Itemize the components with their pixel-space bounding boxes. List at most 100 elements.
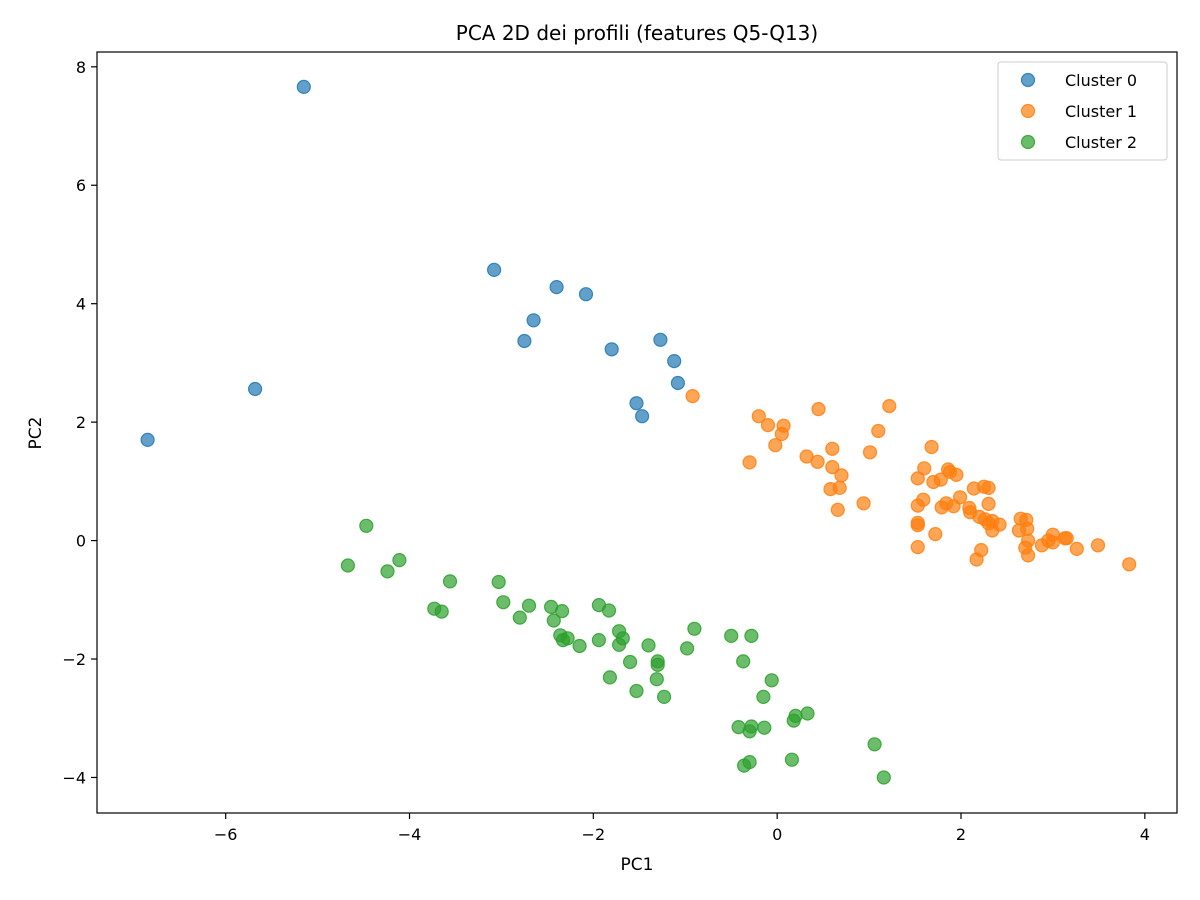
data-point <box>811 402 826 417</box>
data-point <box>910 518 925 533</box>
plot-area <box>96 51 1178 814</box>
x-tick-label: 2 <box>956 825 966 844</box>
x-axis: −6 −4 −2 0 2 4 <box>214 813 1150 844</box>
y-tick-label: 4 <box>76 295 86 314</box>
data-point <box>622 654 638 670</box>
series-0 <box>140 79 686 447</box>
series-1 <box>685 389 1137 572</box>
data-point <box>641 638 656 653</box>
data-point <box>1045 535 1061 550</box>
y-tick-label: 6 <box>76 176 86 195</box>
data-point <box>768 438 783 453</box>
data-point <box>876 770 891 785</box>
y-tick-label: 0 <box>76 532 86 551</box>
y-tick-label: −2 <box>62 650 86 669</box>
data-point <box>434 604 449 619</box>
data-point <box>572 638 587 654</box>
data-point <box>871 423 886 439</box>
x-tick-label: 0 <box>772 825 782 844</box>
data-point <box>910 471 925 486</box>
data-point <box>1011 523 1027 538</box>
data-point <box>667 354 682 369</box>
data-point <box>679 641 695 656</box>
data-point <box>546 613 561 628</box>
data-point <box>392 552 407 568</box>
data-point <box>296 79 311 95</box>
data-point <box>512 610 527 625</box>
data-point <box>340 558 355 573</box>
data-point <box>650 657 665 673</box>
data-point <box>591 632 607 648</box>
data-point <box>910 498 925 513</box>
data-point <box>496 595 511 610</box>
data-point <box>933 472 948 487</box>
data-point <box>757 720 772 735</box>
y-tick-label: −4 <box>62 768 86 787</box>
data-point <box>359 518 374 533</box>
data-point <box>687 621 702 636</box>
legend-label: Cluster 2 <box>1065 133 1137 152</box>
data-point <box>248 381 263 397</box>
data-point <box>653 332 668 347</box>
legend: Cluster 0 Cluster 1 Cluster 2 <box>997 61 1168 161</box>
data-point <box>1122 557 1137 572</box>
data-point <box>380 564 395 579</box>
data-point <box>786 713 801 728</box>
data-point <box>744 628 759 644</box>
series-2 <box>340 518 891 785</box>
data-point <box>867 737 882 752</box>
data-point <box>751 409 766 424</box>
data-point <box>602 670 618 685</box>
legend-marker <box>1020 103 1036 119</box>
data-point <box>629 396 644 411</box>
x-tick-label: −6 <box>214 825 238 844</box>
data-point <box>742 724 757 739</box>
data-point <box>656 689 672 705</box>
data-point <box>830 502 845 517</box>
data-point <box>742 754 757 770</box>
data-point <box>774 426 789 442</box>
data-point <box>670 375 686 391</box>
data-point <box>856 496 871 511</box>
data-point <box>810 454 825 469</box>
data-point <box>526 313 541 328</box>
data-point <box>832 480 847 495</box>
data-point <box>1069 541 1084 557</box>
data-point <box>629 683 644 699</box>
legend-label: Cluster 1 <box>1065 102 1137 121</box>
data-point <box>910 539 925 555</box>
data-point <box>560 631 575 646</box>
data-point <box>800 706 815 721</box>
data-point <box>834 468 849 483</box>
y-axis-label: PC2 <box>26 417 46 450</box>
data-point <box>736 654 751 669</box>
legend-marker <box>1020 72 1036 88</box>
data-point <box>760 418 776 433</box>
legend-marker <box>1020 134 1036 150</box>
legend-label: Cluster 0 <box>1065 71 1137 90</box>
data-point <box>487 262 502 277</box>
data-point <box>649 672 664 687</box>
data-point <box>601 603 617 618</box>
data-point <box>442 574 458 589</box>
data-point <box>1020 548 1036 563</box>
data-point <box>578 287 594 302</box>
x-axis-label: PC1 <box>621 855 654 875</box>
data-point <box>952 490 968 505</box>
data-point <box>981 480 996 495</box>
data-point <box>491 574 506 590</box>
y-tick-label: 2 <box>76 413 86 432</box>
data-point <box>604 342 619 357</box>
chart-title: PCA 2D dei profili (features Q5-Q13) <box>456 21 818 45</box>
data-point <box>685 389 700 404</box>
data-point <box>756 689 771 705</box>
data-point <box>742 455 757 470</box>
points-layer <box>140 79 1137 785</box>
x-tick-label: −4 <box>398 825 422 844</box>
data-point <box>928 526 943 542</box>
data-point <box>949 467 964 482</box>
legend-frame <box>997 61 1168 161</box>
x-tick-label: −2 <box>582 825 606 844</box>
data-point <box>862 445 878 460</box>
